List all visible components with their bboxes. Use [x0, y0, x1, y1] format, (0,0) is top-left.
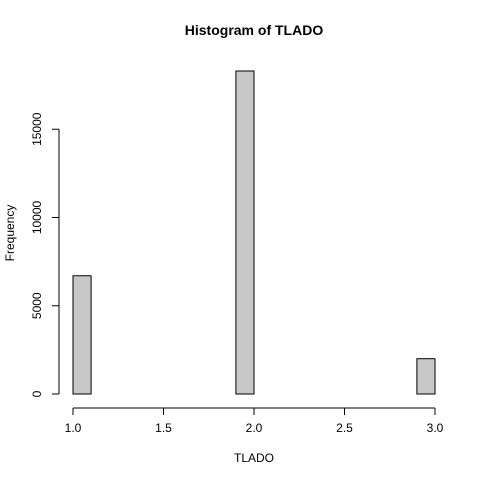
bars-group	[72, 70, 436, 395]
y-axis-label: Frequency	[3, 205, 17, 262]
chart-title: Histogram of TLADO	[185, 22, 324, 38]
y-axis: 0 5000 10000 15000	[30, 112, 60, 397]
y-tick-label: 0	[30, 390, 44, 397]
x-axis-label: TLADO	[234, 451, 274, 465]
histogram-bar	[72, 275, 92, 395]
x-tick-label: 2.5	[336, 421, 353, 435]
x-tick-label: 1.5	[155, 421, 172, 435]
x-tick-label: 3.0	[427, 421, 444, 435]
y-tick-label: 5000	[30, 292, 44, 319]
x-tick-label: 1.0	[65, 421, 82, 435]
histogram-bar	[416, 358, 436, 395]
x-axis: 1.0 1.5 2.0 2.5 3.0	[65, 407, 444, 435]
x-tick-label: 2.0	[246, 421, 263, 435]
histogram-bar	[235, 70, 255, 395]
y-tick-label: 10000	[30, 200, 44, 234]
y-tick-label: 15000	[30, 112, 44, 146]
